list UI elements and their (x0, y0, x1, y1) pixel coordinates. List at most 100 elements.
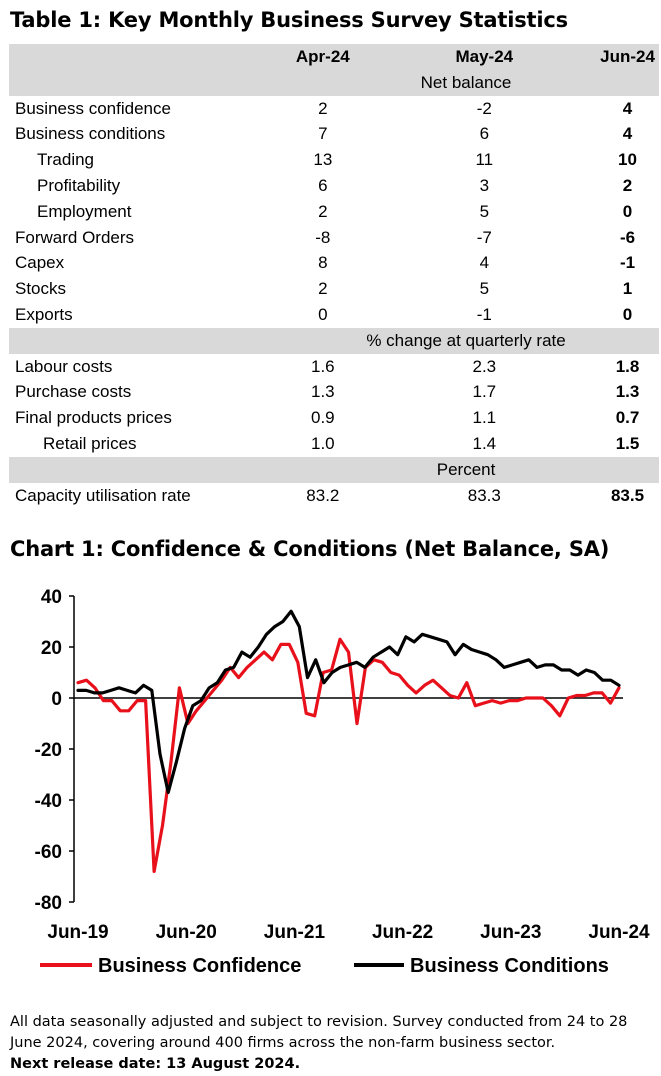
legend-label: Business Confidence (98, 955, 301, 977)
unit-blank (9, 327, 274, 354)
footnote: All data seasonally adjusted and subject… (10, 1012, 650, 1075)
table-title: Table 1: Key Monthly Business Survey Sta… (10, 8, 568, 32)
confidence-conditions-chart: 40 20 0 -20 -40 -60 -80 Jun-19 Jun-20 Jun-21 Jun-2… (35, 587, 651, 977)
row-value: -1 (476, 304, 492, 324)
x-tick-label: Jun-21 (264, 922, 326, 943)
chart-title: Chart 1: Confidence & Conditions (Net Ba… (10, 537, 610, 561)
row-value: 10 (618, 150, 637, 170)
row-value: 2 (318, 279, 328, 299)
row-value: 0 (622, 304, 633, 324)
row-label: Capex (15, 253, 65, 273)
row-label: Retail prices (43, 433, 137, 453)
row-value: 1.3 (615, 382, 640, 402)
row-value: 11 (475, 150, 494, 170)
x-tick-label: Jun-19 (47, 922, 108, 943)
table-row: Capacity utilisation rate 83.2 83.3 83.5 (9, 483, 659, 509)
x-tick-label: Jun-22 (372, 922, 433, 943)
row-value: 83.2 (306, 485, 340, 505)
table-row: Purchase costs 1.3 1.7 1.3 (9, 379, 659, 405)
row-label: Exports (15, 304, 73, 324)
header-blank (9, 44, 274, 70)
next-release-date: Next release date: 13 August 2024. (10, 1056, 301, 1072)
row-value: -1 (619, 253, 636, 273)
table-row: Business confidence 2 -2 4 (9, 96, 659, 122)
row-value: -8 (315, 227, 331, 247)
column-header: Apr-24 (273, 44, 373, 70)
row-label: Purchase costs (15, 382, 132, 402)
section-unit-row: % change at quarterly rate (9, 327, 659, 354)
row-label: Profitability (37, 175, 121, 195)
footnote-text: All data seasonally adjusted and subject… (10, 1014, 628, 1051)
y-tick-label: -40 (35, 791, 62, 812)
row-value: 1.3 (311, 382, 335, 402)
table-row: Exports 0 -1 0 (9, 302, 659, 328)
row-label: Trading (37, 150, 95, 170)
row-value: 13 (313, 150, 333, 170)
column-header: Jun-24 (596, 44, 659, 70)
unit-blank (9, 69, 274, 96)
row-value: -6 (619, 227, 636, 247)
row-value: 0 (318, 304, 328, 324)
row-label: Stocks (15, 279, 67, 299)
y-tick-label: -20 (35, 740, 62, 761)
table-row: Capex 8 4 -1 (9, 250, 659, 276)
row-label: Business confidence (15, 98, 171, 118)
row-value: 1 (622, 279, 633, 299)
row-value: 7 (318, 124, 328, 144)
series-line-business-conditions (76, 609, 621, 794)
row-value: 2.3 (472, 356, 497, 376)
row-value: 1.5 (615, 433, 640, 453)
table-row: Final products prices 0.9 1.1 0.7 (9, 405, 659, 431)
y-tick-label: -60 (35, 842, 62, 863)
y-tick-label: -80 (35, 893, 62, 914)
table-header-row: Apr-24 May-24 Jun-24 (9, 44, 659, 70)
section-unit: Net balance (273, 69, 659, 96)
row-label: Employment (37, 201, 132, 221)
row-value: 1.6 (311, 356, 335, 376)
row-value: 1.1 (472, 408, 497, 428)
row-value: 1.0 (311, 433, 335, 453)
table-row: Forward Orders -8 -7 -6 (9, 225, 659, 251)
row-value: 2 (622, 175, 633, 195)
table-row: Retail prices 1.0 1.4 1.5 (9, 431, 659, 457)
table-row: Business conditions 7 6 4 (9, 121, 659, 147)
row-value: 1.7 (472, 382, 497, 402)
table-row: Profitability 6 3 2 (9, 173, 659, 199)
row-label: Business conditions (15, 124, 166, 144)
row-value: 5 (479, 279, 490, 299)
y-tick-label: 20 (41, 638, 62, 659)
row-value: 0.7 (615, 408, 640, 428)
section-unit-row: Net balance (9, 69, 659, 96)
row-value: 4 (622, 124, 633, 144)
row-value: 83.3 (467, 485, 501, 505)
row-label: Capacity utilisation rate (15, 485, 191, 505)
legend-label: Business Conditions (410, 955, 609, 977)
row-value: 2 (318, 201, 328, 221)
table-row: Labour costs 1.6 2.3 1.8 (9, 354, 659, 380)
section-unit: % change at quarterly rate (273, 327, 659, 354)
row-value: 8 (318, 253, 328, 273)
table-row: Employment 2 5 0 (9, 199, 659, 225)
x-tick-label: Jun-20 (156, 922, 217, 943)
row-label: Final products prices (15, 408, 172, 428)
row-value: 1.4 (472, 433, 497, 453)
table-row: Stocks 2 5 1 (9, 276, 659, 302)
row-value: -7 (476, 227, 492, 247)
x-tick-label: Jun-24 (588, 922, 650, 943)
section-unit-row: Percent (9, 456, 659, 483)
row-label: Forward Orders (15, 227, 135, 247)
x-tick-label: Jun-23 (480, 922, 541, 943)
row-label: Labour costs (15, 356, 113, 376)
row-value: 4 (622, 98, 633, 118)
row-value: 2 (318, 98, 328, 118)
unit-blank (9, 456, 274, 483)
row-value: 6 (479, 124, 490, 144)
statistics-table: Apr-24 May-24 Jun-24 Net balance Business co… (9, 44, 659, 508)
section-unit: Percent (273, 456, 659, 483)
row-value: 0.9 (311, 408, 335, 428)
row-value: 83.5 (610, 485, 645, 505)
y-tick-label: 40 (41, 587, 62, 608)
row-value: 6 (318, 175, 328, 195)
y-tick-label: 0 (51, 689, 62, 710)
row-value: 1.8 (615, 356, 640, 376)
